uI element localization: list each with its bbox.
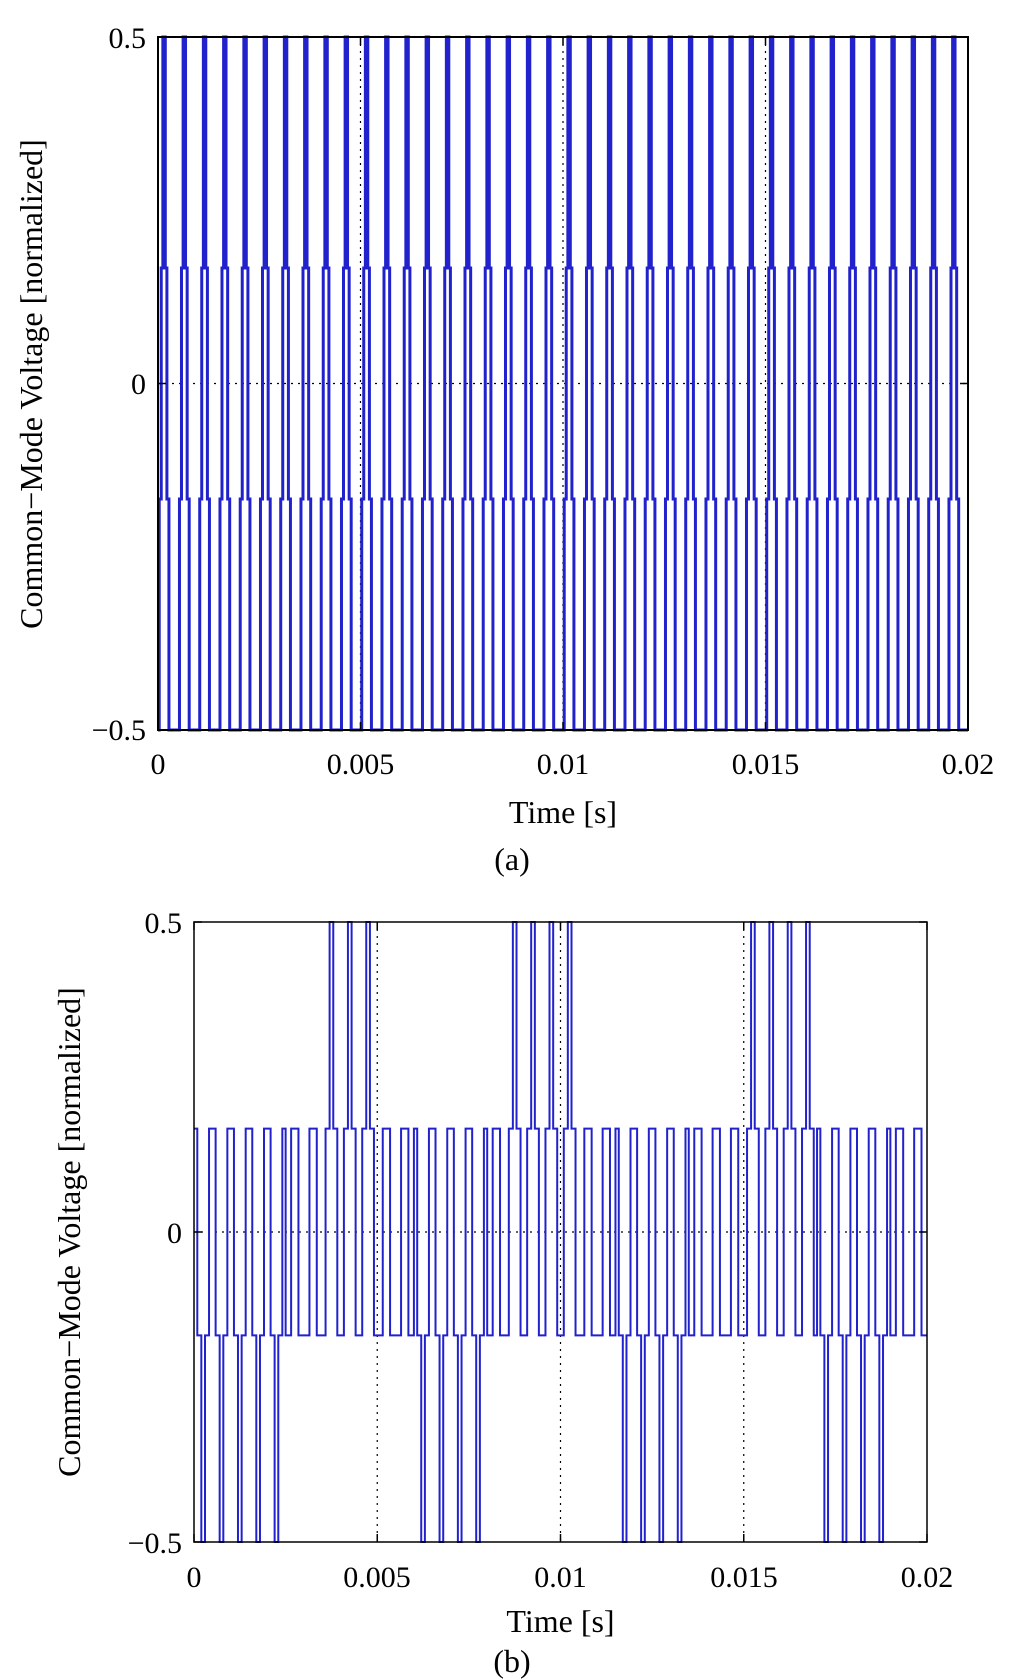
ytick-label-b-bottom: −0.5 xyxy=(128,1527,182,1560)
xlabel-b: Time [s] xyxy=(506,1603,614,1639)
grid-b xyxy=(194,922,927,1542)
xtick-label-a-3: 0.015 xyxy=(732,748,800,781)
ytick-label-a-top: 0.5 xyxy=(109,22,147,55)
ticks-a xyxy=(157,36,969,731)
series-b xyxy=(194,921,927,1543)
ytick-label-b-top: 0.5 xyxy=(145,907,183,940)
ylabel-a: Common−Mode Voltage [normalized] xyxy=(13,139,49,629)
caption-b: (b) xyxy=(493,1643,530,1679)
xtick-label-b-1: 0.005 xyxy=(343,1561,411,1594)
grid-a xyxy=(158,37,968,730)
panel-b: 0.5 0 −0.5 0 0.005 0.01 0.015 0.02 Time … xyxy=(51,907,953,1679)
xtick-label-b-4: 0.02 xyxy=(901,1561,954,1594)
xtick-label-b-3: 0.015 xyxy=(710,1561,778,1594)
xtick-label-a-4: 0.02 xyxy=(942,748,995,781)
xtick-label-a-2: 0.01 xyxy=(537,748,590,781)
xlabel-a: Time [s] xyxy=(509,794,617,830)
xtick-label-a-0: 0 xyxy=(151,748,166,781)
ylabel-b: Common−Mode Voltage [normalized] xyxy=(51,987,87,1477)
ticks-b xyxy=(193,921,928,1543)
ytick-label-b-mid: 0 xyxy=(167,1217,182,1250)
ytick-label-a-mid: 0 xyxy=(131,368,146,401)
xtick-label-a-1: 0.005 xyxy=(327,748,395,781)
ytick-label-a-bottom: −0.5 xyxy=(92,714,146,747)
panel-a: 0.5 0 −0.5 0 0.005 0.01 0.015 0.02 Time … xyxy=(13,22,994,877)
common-mode-voltage-line xyxy=(194,921,927,1543)
caption-a: (a) xyxy=(494,841,530,877)
xtick-label-b-2: 0.01 xyxy=(534,1561,587,1594)
xtick-label-b-0: 0 xyxy=(187,1561,202,1594)
